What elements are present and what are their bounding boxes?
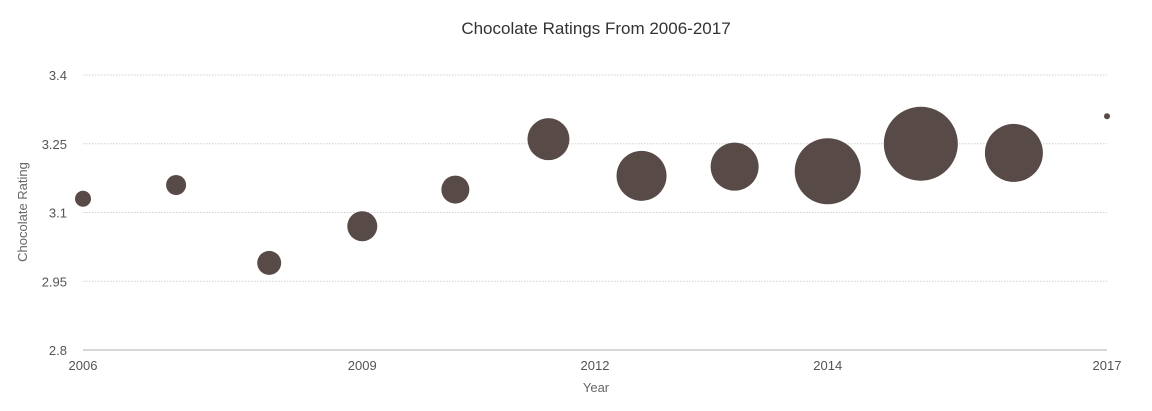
bubble-2014[interactable]	[794, 138, 861, 205]
chart-title: Chocolate Ratings From 2006-2017	[461, 19, 730, 38]
x-tick-label: 2006	[69, 358, 98, 373]
bubble-2016[interactable]	[984, 123, 1043, 182]
x-axis-label: Year	[583, 380, 610, 395]
bubble-series	[75, 106, 1110, 275]
x-tick-label: 2017	[1093, 358, 1122, 373]
bubble-2007[interactable]	[166, 175, 187, 195]
bubble-2006[interactable]	[75, 190, 91, 207]
bubble-2012[interactable]	[616, 150, 667, 201]
y-axis-ticks: 3.4 3.25 3.1 2.95 2.8	[42, 68, 67, 358]
x-tick-label: 2012	[581, 358, 610, 373]
x-tick-label: 2009	[348, 358, 377, 373]
y-axis-label: Chocolate Rating	[15, 162, 30, 262]
y-tick-label: 2.8	[49, 343, 67, 358]
y-tick-label: 2.95	[42, 274, 67, 289]
bubble-2010[interactable]	[441, 175, 470, 204]
y-tick-label: 3.25	[42, 137, 67, 152]
grid-lines	[83, 74, 1107, 351]
x-axis-ticks: 2006 2009 2012 2014 2017	[69, 358, 1122, 373]
bubble-2008[interactable]	[257, 250, 282, 275]
y-tick-label: 3.4	[49, 68, 67, 83]
bubble-2011[interactable]	[527, 118, 570, 161]
y-tick-label: 3.1	[49, 206, 67, 221]
bubble-2009[interactable]	[347, 211, 378, 242]
x-tick-label: 2014	[813, 358, 842, 373]
bubble-2013[interactable]	[710, 142, 759, 191]
bubble-2017[interactable]	[1104, 113, 1110, 120]
bubble-2015[interactable]	[883, 106, 958, 181]
